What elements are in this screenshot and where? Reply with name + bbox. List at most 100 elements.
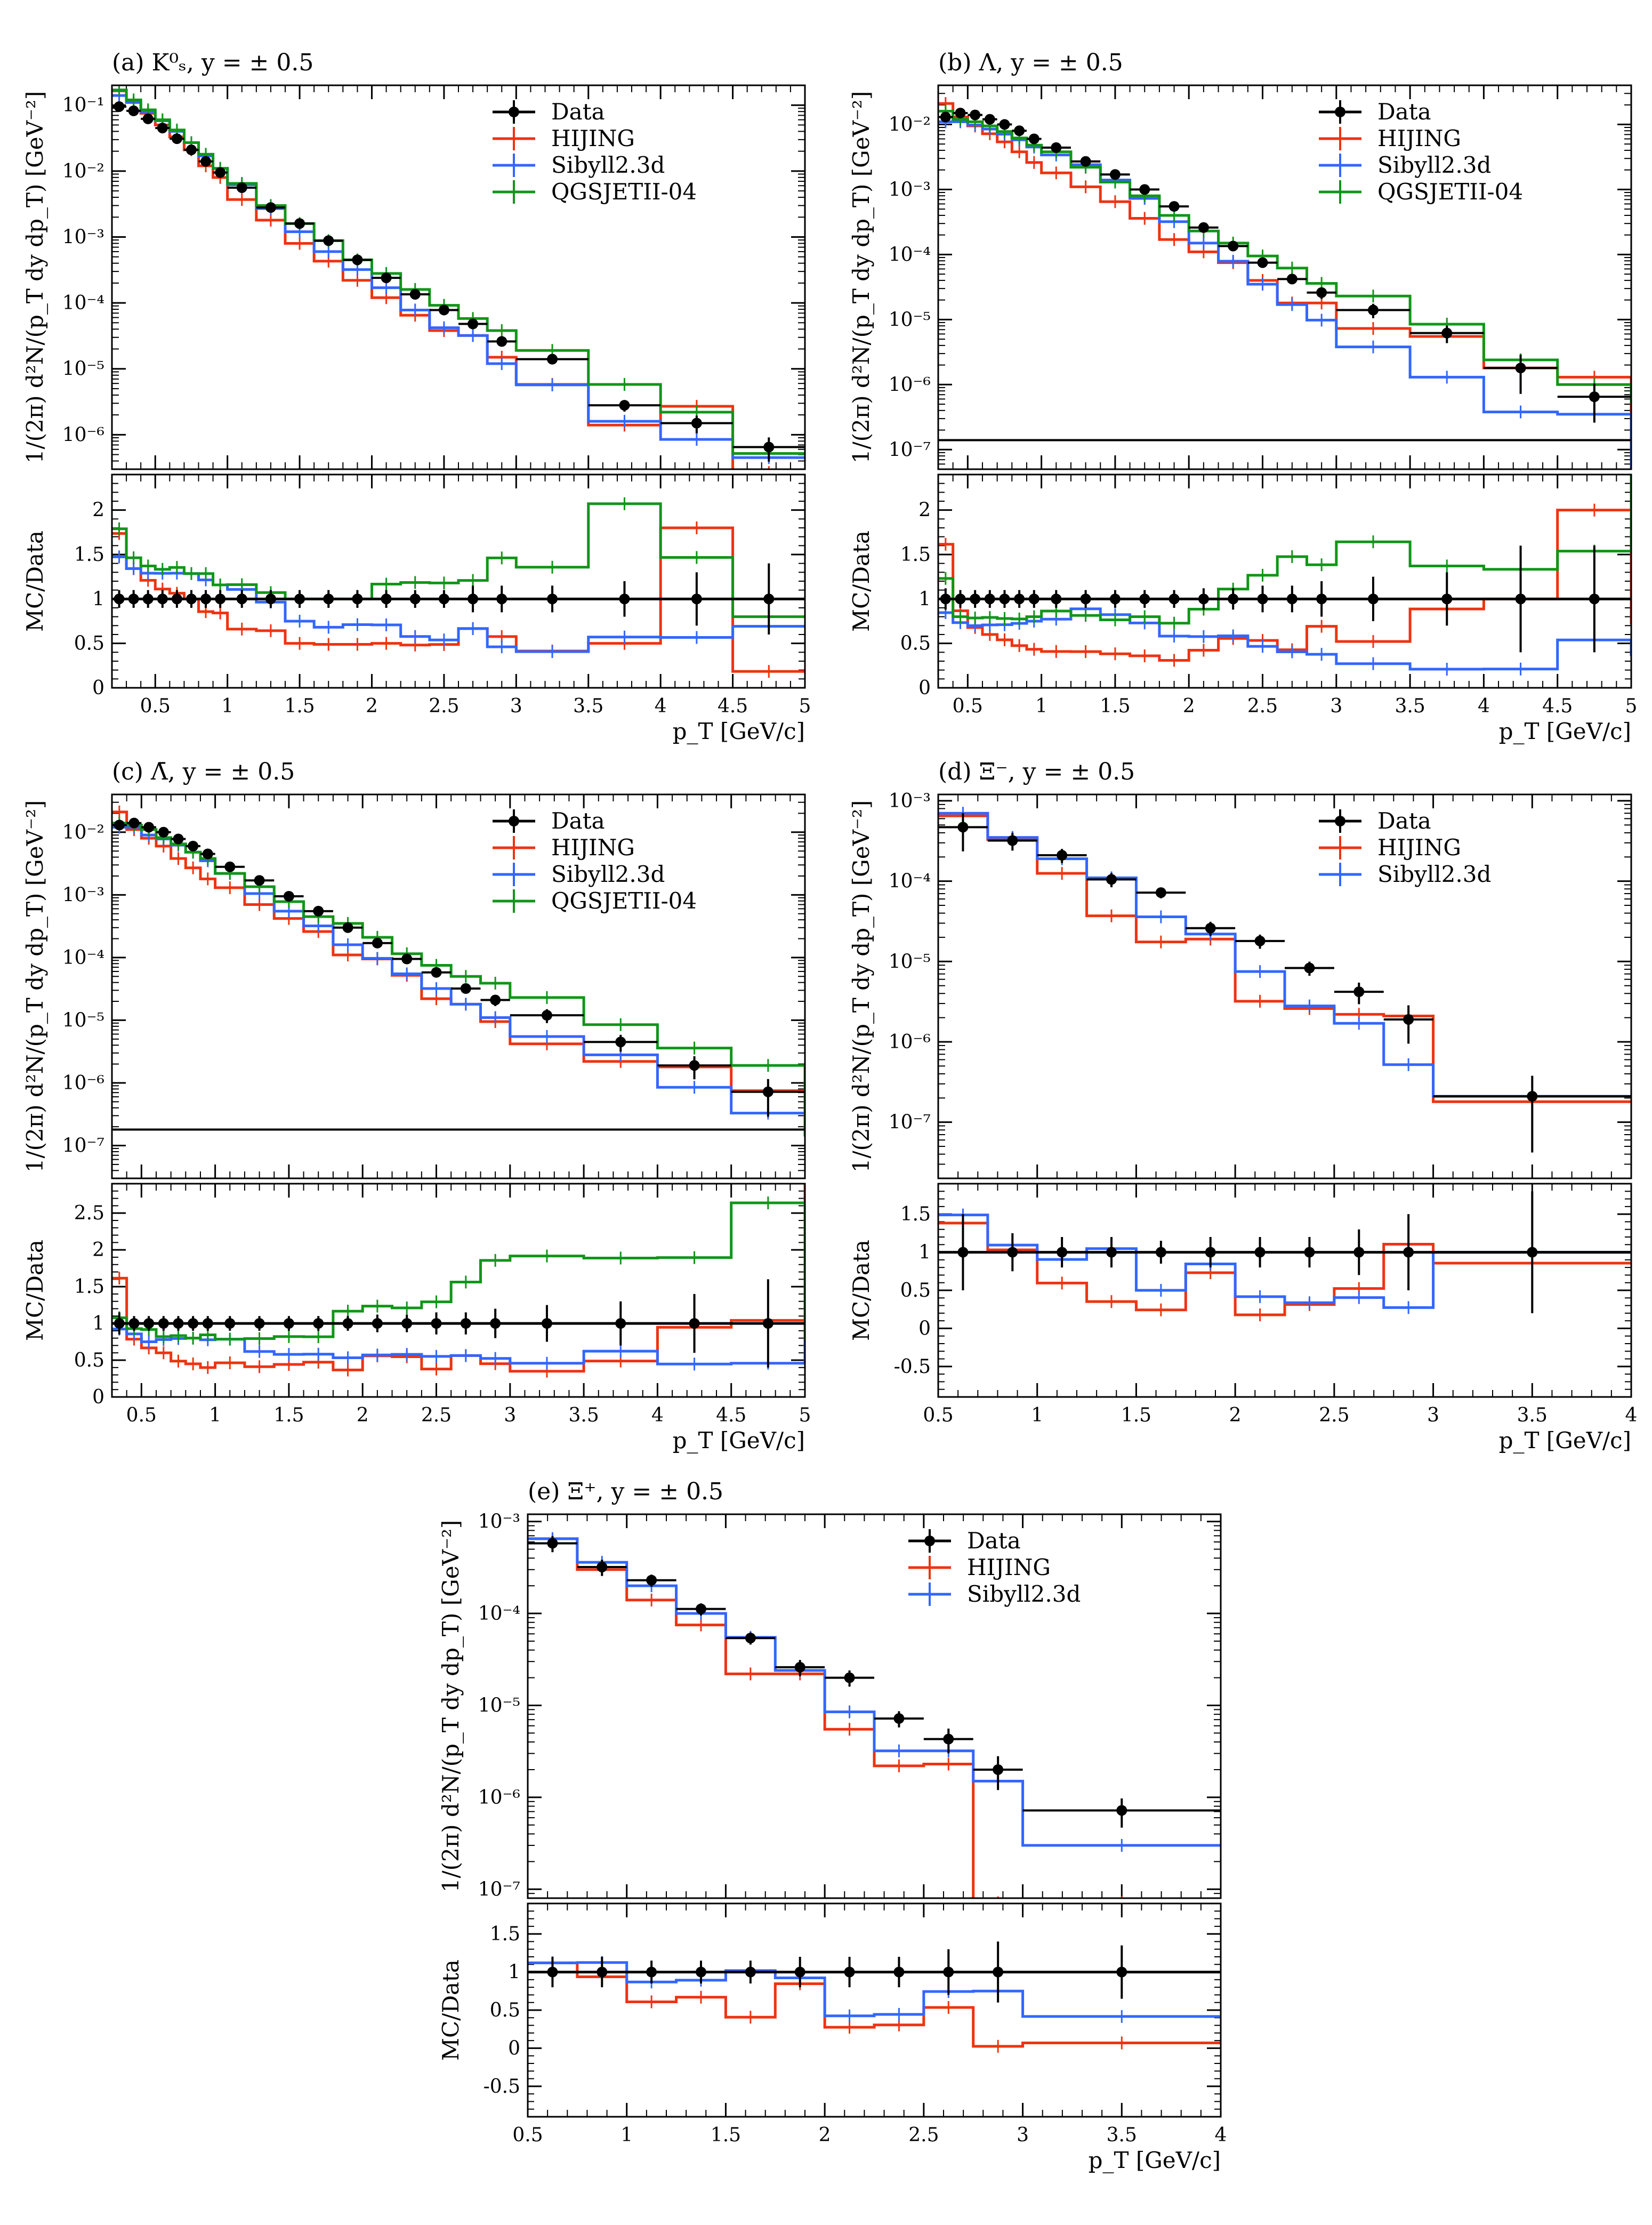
y-tick-label: 10⁻³ bbox=[62, 226, 104, 248]
x-axis-label: p_T [GeV/c] bbox=[673, 1427, 805, 1453]
ratio-data-point bbox=[1051, 593, 1062, 605]
legend-item: Data bbox=[493, 808, 605, 834]
y-tick-label: 10⁻² bbox=[62, 822, 104, 844]
y-axis-label: 1/(2π) d²N/(p_T dy dp_T) [GeV⁻²] bbox=[848, 91, 874, 464]
ratio-y-axis-label: MC/Data bbox=[22, 1240, 48, 1341]
ratio-data-point bbox=[940, 593, 951, 605]
x-tick-label: 4 bbox=[1215, 2124, 1227, 2146]
panel-a: (a) K⁰ₛ, y = ± 0.510⁻⁶10⁻⁵10⁻⁴10⁻³10⁻²10… bbox=[22, 49, 811, 744]
y-tick-label: 10⁻⁷ bbox=[889, 1112, 931, 1134]
data-point bbox=[1254, 935, 1266, 946]
ratio-data-point bbox=[1589, 593, 1600, 605]
ratio-y-tick-label: 1 bbox=[92, 1313, 104, 1335]
ratio-data-point bbox=[893, 1966, 905, 1978]
main-plot-area bbox=[112, 85, 805, 469]
x-tick-label: 4.5 bbox=[718, 695, 748, 717]
ratio-y-tick-label: 1 bbox=[508, 1962, 520, 1983]
ratio-y-tick-label: 0.5 bbox=[74, 1350, 104, 1371]
panel-e: (e) Ξ⁺, y = ± 0.5 10⁻⁷ 10⁻⁶ 10⁻⁵ 10⁻⁴ 10⁻³ -0.… bbox=[438, 1478, 1227, 2173]
ratio-y-tick-label: 0 bbox=[508, 2037, 520, 2059]
ratio-data-point bbox=[1441, 593, 1453, 605]
ratio-data-point bbox=[294, 593, 305, 605]
x-tick-label: 3 bbox=[1427, 1404, 1439, 1426]
data-point bbox=[1304, 962, 1315, 974]
x-tick-label: 0.5 bbox=[126, 1404, 157, 1426]
ratio-data-point bbox=[1007, 1247, 1018, 1258]
ratio-data-point bbox=[460, 1318, 471, 1329]
legend-item: QGSJETII-04 bbox=[493, 179, 697, 205]
ratio-data-point bbox=[215, 593, 226, 605]
ratio-y-axis-label: MC/Data bbox=[22, 531, 48, 632]
ratio-data-point bbox=[1057, 1247, 1068, 1258]
legend-swatch-marker bbox=[924, 1536, 935, 1546]
ratio-data-point bbox=[468, 593, 479, 605]
data-point bbox=[1155, 887, 1166, 898]
legend-item: QGSJETII-04 bbox=[1319, 179, 1523, 205]
ratio-y-tick-label: 2 bbox=[92, 500, 104, 521]
ratio-data-point bbox=[254, 1318, 265, 1329]
y-tick-label: 10⁻⁴ bbox=[62, 292, 104, 314]
legend-label: Data bbox=[551, 99, 605, 125]
legend-item: HIJING bbox=[1319, 834, 1461, 861]
x-tick-label: 2 bbox=[819, 2124, 831, 2146]
y-tick-label: 10⁻⁶ bbox=[889, 374, 931, 396]
legend-label: Sibyll2.3d bbox=[551, 861, 665, 887]
data-point bbox=[1286, 274, 1298, 285]
panel-b: (b) Λ, y = ± 0.5 10⁻⁷ 10⁻⁶ 10⁻⁵ 10⁻⁴ 10⁻³ 10⁻²… bbox=[848, 49, 1638, 744]
ratio-y-axis-label: MC/Data bbox=[848, 531, 874, 632]
x-tick-label: 4 bbox=[651, 1404, 664, 1426]
y-tick-label: 10⁻³ bbox=[889, 179, 931, 200]
ratio-hijing-line bbox=[938, 509, 1631, 662]
y-axis-label: 1/(2π) d²N/(p_T dy dp_T) [GeV⁻²] bbox=[848, 800, 874, 1173]
x-tick-label: 2.5 bbox=[421, 1404, 452, 1426]
ratio-data-point bbox=[158, 1318, 169, 1329]
ratio-data-point bbox=[1527, 1247, 1538, 1258]
data-point bbox=[143, 822, 155, 833]
ratio-qgsjetii04-line bbox=[112, 1201, 805, 1341]
y-tick-label: 10⁻² bbox=[62, 160, 104, 182]
ratio-data-point bbox=[409, 593, 421, 605]
ratio-data-point bbox=[1014, 593, 1025, 605]
x-tick-label: 1 bbox=[221, 695, 233, 717]
legend-swatch-marker bbox=[509, 107, 519, 117]
ratio-plot-area bbox=[112, 497, 805, 678]
y-tick-label: 10⁻⁴ bbox=[889, 871, 931, 893]
ratio-data-point bbox=[794, 1966, 805, 1978]
legend-item: Sibyll2.3d bbox=[1319, 861, 1491, 887]
legend-label: Data bbox=[967, 1528, 1021, 1554]
x-tick-label: 2.5 bbox=[1247, 695, 1278, 717]
y-tick-label: 10⁻⁷ bbox=[889, 439, 931, 461]
legend-item: Sibyll2.3d bbox=[1319, 152, 1491, 178]
data-point bbox=[689, 1060, 700, 1071]
ratio-sibyll23d-line bbox=[112, 555, 805, 653]
x-tick-label: 3 bbox=[504, 1404, 516, 1426]
data-point bbox=[158, 826, 169, 838]
ratio-y-tick-label: 0 bbox=[92, 1386, 104, 1408]
data-point bbox=[646, 1575, 657, 1586]
data-point bbox=[1527, 1091, 1538, 1102]
ratio-data-point bbox=[202, 1318, 213, 1329]
ratio-data-point bbox=[188, 1318, 199, 1329]
ratio-data-point bbox=[143, 1318, 155, 1329]
legend-label: HIJING bbox=[1377, 834, 1461, 861]
legend-item: Sibyll2.3d bbox=[493, 152, 665, 178]
main-frame bbox=[111, 84, 806, 470]
x-tick-label: 1 bbox=[1031, 1404, 1043, 1426]
ratio-data-point bbox=[1155, 1247, 1166, 1258]
data-point bbox=[200, 156, 212, 167]
x-tick-label: 5 bbox=[1625, 695, 1638, 717]
series-sibyll23d-line bbox=[528, 1537, 1221, 1847]
data-point bbox=[1116, 1805, 1127, 1816]
ratio-y-tick-label: 0 bbox=[92, 677, 104, 699]
x-tick-label: 1.5 bbox=[711, 2124, 741, 2146]
ratio-data-point bbox=[186, 593, 197, 605]
data-point bbox=[1057, 850, 1068, 861]
x-tick-label: 3.5 bbox=[568, 1404, 599, 1426]
x-tick-label: 1.5 bbox=[284, 695, 315, 717]
legend-label: QGSJETII-04 bbox=[1377, 179, 1523, 205]
data-point bbox=[188, 840, 199, 852]
ratio-data-point bbox=[496, 593, 507, 605]
x-tick-label: 2 bbox=[366, 695, 378, 717]
data-point bbox=[940, 111, 951, 123]
ratio-data-point bbox=[646, 1966, 657, 1978]
